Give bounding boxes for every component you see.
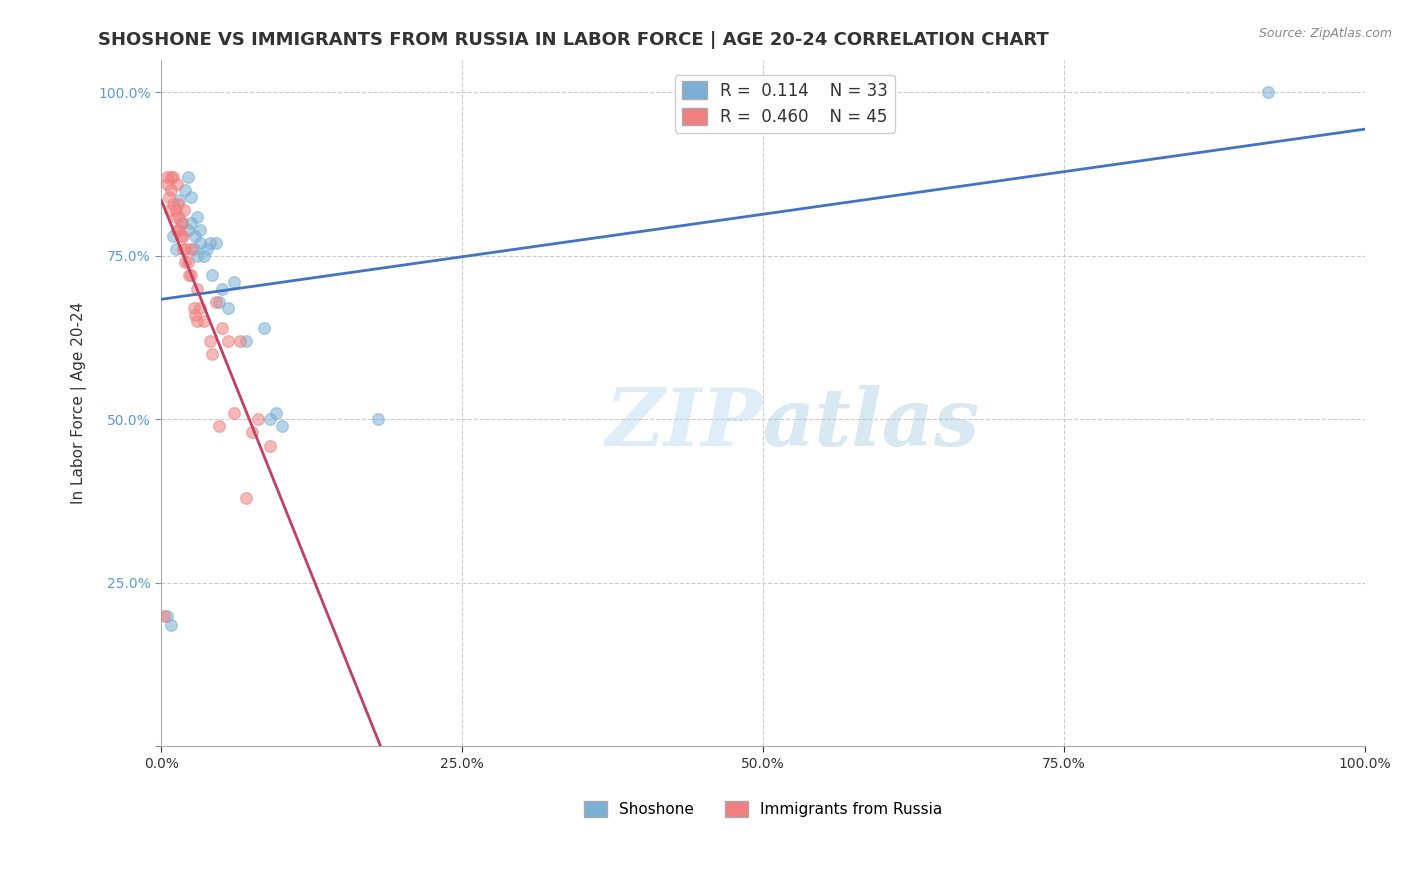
Point	[217, 301, 239, 315]
Point	[180, 242, 202, 256]
Point	[160, 170, 183, 185]
Point	[177, 268, 200, 283]
Point	[180, 216, 202, 230]
Point	[367, 412, 389, 426]
Point	[198, 334, 221, 348]
Point	[201, 268, 224, 283]
Point	[177, 255, 200, 269]
Point	[174, 183, 197, 197]
Point	[186, 249, 208, 263]
Point	[235, 491, 257, 505]
Point	[172, 229, 194, 244]
Point	[174, 255, 197, 269]
Point	[159, 202, 181, 217]
Point	[204, 294, 226, 309]
Point	[165, 210, 187, 224]
Point	[162, 170, 184, 185]
Point	[208, 294, 231, 309]
Point	[153, 608, 176, 623]
Point	[193, 249, 215, 263]
Point	[208, 418, 231, 433]
Point	[162, 229, 184, 244]
Point	[253, 320, 276, 334]
Point	[156, 177, 179, 191]
Point	[165, 202, 187, 217]
Point	[222, 406, 245, 420]
Point	[246, 412, 269, 426]
Point	[228, 334, 250, 348]
Point	[170, 216, 193, 230]
Point	[169, 222, 191, 236]
Point	[157, 190, 180, 204]
Point	[211, 320, 233, 334]
Point	[188, 235, 211, 250]
Point	[184, 308, 207, 322]
Point	[222, 275, 245, 289]
Point	[195, 242, 218, 256]
Point	[170, 216, 193, 230]
Point	[172, 242, 194, 256]
Point	[173, 202, 195, 217]
Point	[166, 222, 188, 236]
Point	[166, 177, 188, 191]
Legend: Shoshone, Immigrants from Russia: Shoshone, Immigrants from Russia	[578, 796, 948, 823]
Point	[169, 193, 191, 207]
Point	[184, 229, 207, 244]
Point	[240, 425, 263, 440]
Point	[1257, 85, 1279, 99]
Point	[167, 196, 190, 211]
Point	[211, 281, 233, 295]
Point	[201, 347, 224, 361]
Point	[183, 242, 205, 256]
Point	[259, 412, 281, 426]
Point	[198, 235, 221, 250]
Point	[160, 618, 183, 632]
Text: ZIP: ZIP	[606, 384, 763, 462]
Text: SHOSHONE VS IMMIGRANTS FROM RUSSIA IN LABOR FORCE | AGE 20-24 CORRELATION CHART: SHOSHONE VS IMMIGRANTS FROM RUSSIA IN LA…	[98, 31, 1049, 49]
Point	[180, 268, 202, 283]
Point	[259, 438, 281, 452]
Point	[180, 190, 202, 204]
Point	[235, 334, 257, 348]
Point	[162, 196, 184, 211]
Point	[186, 210, 208, 224]
Point	[177, 222, 200, 236]
Point	[193, 314, 215, 328]
Point	[188, 222, 211, 236]
Point	[165, 242, 187, 256]
Point	[183, 301, 205, 315]
Text: atlas: atlas	[763, 384, 980, 462]
Y-axis label: In Labor Force | Age 20-24: In Labor Force | Age 20-24	[72, 301, 87, 504]
Point	[174, 242, 197, 256]
Point	[156, 608, 179, 623]
Point	[156, 170, 179, 185]
Point	[169, 229, 191, 244]
Point	[204, 235, 226, 250]
Point	[270, 418, 292, 433]
Point	[169, 210, 191, 224]
Point	[177, 170, 200, 185]
Point	[186, 281, 208, 295]
Point	[264, 406, 287, 420]
Point	[188, 301, 211, 315]
Point	[160, 183, 183, 197]
Point	[217, 334, 239, 348]
Point	[186, 314, 208, 328]
Text: Source: ZipAtlas.com: Source: ZipAtlas.com	[1258, 27, 1392, 40]
